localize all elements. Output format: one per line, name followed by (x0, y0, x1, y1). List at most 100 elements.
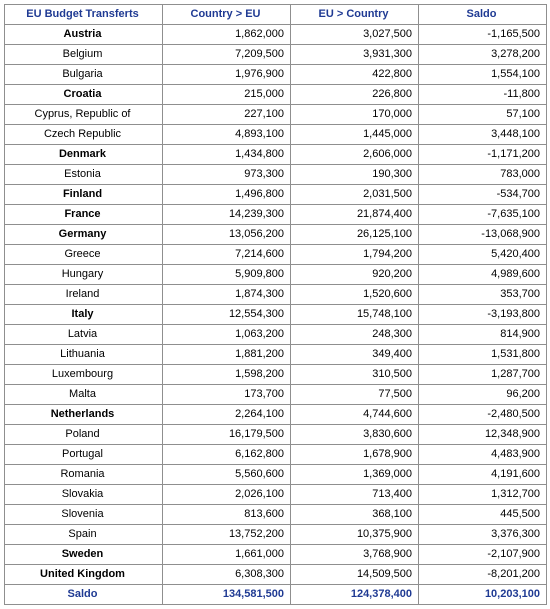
cell-country: Spain (5, 525, 163, 545)
cell-value: 226,800 (291, 85, 419, 105)
cell-value: 4,191,600 (419, 465, 547, 485)
cell-value: 1,287,700 (419, 365, 547, 385)
table-row: Portugal6,162,8001,678,9004,483,900 (5, 445, 547, 465)
cell-value: 2,264,100 (163, 405, 291, 425)
col-header-country: EU Budget Transferts (5, 5, 163, 25)
cell-value: 1,976,900 (163, 65, 291, 85)
cell-value: 26,125,100 (291, 225, 419, 245)
cell-country: Croatia (5, 85, 163, 105)
cell-value: 5,909,800 (163, 265, 291, 285)
table-row: Luxembourg1,598,200310,5001,287,700 (5, 365, 547, 385)
cell-country: Malta (5, 385, 163, 405)
table-row: Romania5,560,6001,369,0004,191,600 (5, 465, 547, 485)
table-row: Poland16,179,5003,830,60012,348,900 (5, 425, 547, 445)
cell-value: 1,369,000 (291, 465, 419, 485)
cell-value: 814,900 (419, 325, 547, 345)
cell-saldo-value: 134,581,500 (163, 585, 291, 605)
cell-value: 1,661,000 (163, 545, 291, 565)
table-row: Estonia973,300190,300783,000 (5, 165, 547, 185)
eu-budget-table: EU Budget Transferts Country > EU EU > C… (4, 4, 547, 605)
table-row: Slovenia813,600368,100445,500 (5, 505, 547, 525)
cell-value: 14,509,500 (291, 565, 419, 585)
cell-value: 1,531,800 (419, 345, 547, 365)
cell-country: Netherlands (5, 405, 163, 425)
col-header-saldo: Saldo (419, 5, 547, 25)
cell-value: -2,480,500 (419, 405, 547, 425)
cell-value: 713,400 (291, 485, 419, 505)
table-row: Cyprus, Republic of227,100170,00057,100 (5, 105, 547, 125)
cell-country: Slovenia (5, 505, 163, 525)
cell-value: 1,063,200 (163, 325, 291, 345)
cell-country: Sweden (5, 545, 163, 565)
table-row: Italy12,554,30015,748,100-3,193,800 (5, 305, 547, 325)
cell-value: 813,600 (163, 505, 291, 525)
cell-country: Romania (5, 465, 163, 485)
cell-value: 170,000 (291, 105, 419, 125)
cell-country: Latvia (5, 325, 163, 345)
table-row: Belgium7,209,5003,931,3003,278,200 (5, 45, 547, 65)
cell-country: Belgium (5, 45, 163, 65)
cell-value: 422,800 (291, 65, 419, 85)
cell-value: 227,100 (163, 105, 291, 125)
cell-value: -1,171,200 (419, 145, 547, 165)
cell-country: Luxembourg (5, 365, 163, 385)
cell-country: United Kingdom (5, 565, 163, 585)
cell-value: 1,554,100 (419, 65, 547, 85)
cell-country: Slovakia (5, 485, 163, 505)
table-row: Lithuania1,881,200349,4001,531,800 (5, 345, 547, 365)
cell-value: 12,348,900 (419, 425, 547, 445)
cell-value: 96,200 (419, 385, 547, 405)
cell-value: 2,026,100 (163, 485, 291, 505)
cell-value: 16,179,500 (163, 425, 291, 445)
table-row: Greece7,214,6001,794,2005,420,400 (5, 245, 547, 265)
cell-value: 2,606,000 (291, 145, 419, 165)
cell-value: 2,031,500 (291, 185, 419, 205)
cell-value: 1,678,900 (291, 445, 419, 465)
cell-value: 973,300 (163, 165, 291, 185)
cell-value: 1,312,700 (419, 485, 547, 505)
cell-value: 1,598,200 (163, 365, 291, 385)
cell-value: 4,989,600 (419, 265, 547, 285)
table-row: Sweden1,661,0003,768,900-2,107,900 (5, 545, 547, 565)
table-row: United Kingdom6,308,30014,509,500-8,201,… (5, 565, 547, 585)
cell-value: 7,209,500 (163, 45, 291, 65)
cell-value: 12,554,300 (163, 305, 291, 325)
header-row: EU Budget Transferts Country > EU EU > C… (5, 5, 547, 25)
cell-value: 3,931,300 (291, 45, 419, 65)
cell-value: 1,794,200 (291, 245, 419, 265)
cell-value: 190,300 (291, 165, 419, 185)
cell-value: 21,874,400 (291, 205, 419, 225)
cell-value: 1,881,200 (163, 345, 291, 365)
cell-value: 4,893,100 (163, 125, 291, 145)
table-row: Germany13,056,20026,125,100-13,068,900 (5, 225, 547, 245)
cell-value: 1,445,000 (291, 125, 419, 145)
cell-value: 6,308,300 (163, 565, 291, 585)
cell-country: Czech Republic (5, 125, 163, 145)
cell-country: Estonia (5, 165, 163, 185)
cell-value: 5,560,600 (163, 465, 291, 485)
cell-value: 3,830,600 (291, 425, 419, 445)
cell-saldo-label: Saldo (5, 585, 163, 605)
cell-value: 368,100 (291, 505, 419, 525)
table-row: Czech Republic4,893,1001,445,0003,448,10… (5, 125, 547, 145)
cell-value: 1,496,800 (163, 185, 291, 205)
cell-value: -3,193,800 (419, 305, 547, 325)
cell-value: 4,744,600 (291, 405, 419, 425)
cell-value: 215,000 (163, 85, 291, 105)
table-row: Spain13,752,20010,375,9003,376,300 (5, 525, 547, 545)
table-row: Bulgaria1,976,900422,8001,554,100 (5, 65, 547, 85)
table-row: Denmark1,434,8002,606,000-1,171,200 (5, 145, 547, 165)
cell-country: France (5, 205, 163, 225)
cell-value: -11,800 (419, 85, 547, 105)
cell-value: 3,768,900 (291, 545, 419, 565)
table-row: Croatia215,000226,800-11,800 (5, 85, 547, 105)
cell-value: 10,375,900 (291, 525, 419, 545)
cell-value: -13,068,900 (419, 225, 547, 245)
cell-value: 310,500 (291, 365, 419, 385)
col-header-country-to-eu: Country > EU (163, 5, 291, 25)
cell-value: -534,700 (419, 185, 547, 205)
cell-value: 1,862,000 (163, 25, 291, 45)
table-row: Finland1,496,8002,031,500-534,700 (5, 185, 547, 205)
table-row: Slovakia2,026,100713,4001,312,700 (5, 485, 547, 505)
cell-value: 445,500 (419, 505, 547, 525)
